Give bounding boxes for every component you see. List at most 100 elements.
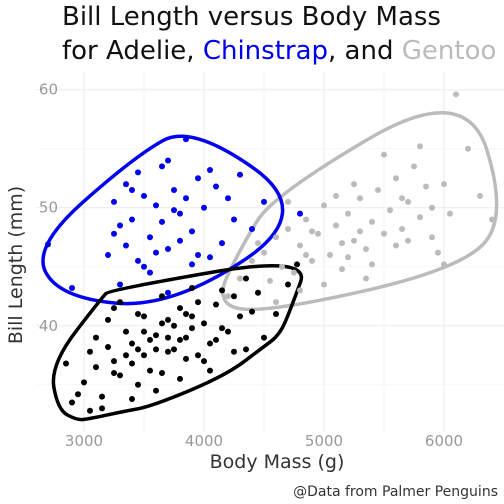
point-adelie — [99, 393, 105, 400]
point-chinstrap — [165, 289, 171, 296]
point-adelie — [201, 320, 207, 327]
point-adelie — [123, 352, 129, 359]
point-gentoo — [447, 210, 453, 217]
point-gentoo — [357, 228, 363, 235]
point-adelie — [105, 344, 111, 351]
point-gentoo — [291, 269, 297, 276]
point-chinstrap — [129, 216, 135, 223]
hulls — [41, 110, 499, 422]
point-chinstrap — [117, 222, 123, 229]
point-gentoo — [435, 249, 441, 256]
point-adelie — [123, 328, 129, 335]
point-gentoo — [225, 293, 231, 300]
point-adelie — [69, 399, 75, 406]
y-axis-label: Bill Length (mm) — [5, 186, 27, 344]
point-adelie — [111, 369, 117, 376]
point-chinstrap — [105, 251, 111, 258]
point-chinstrap — [111, 230, 117, 237]
point-chinstrap — [183, 136, 189, 143]
point-adelie — [153, 346, 159, 353]
point-gentoo — [285, 198, 291, 205]
title-gentoo: Gentoo — [401, 36, 497, 66]
x-axis-label: Body Mass (g) — [210, 451, 345, 473]
point-chinstrap — [159, 218, 165, 225]
point-gentoo — [375, 187, 381, 194]
point-gentoo — [273, 234, 279, 241]
point-gentoo — [303, 216, 309, 223]
point-chinstrap — [111, 198, 117, 205]
point-adelie — [141, 313, 147, 320]
tick-labels: 3000 4000 5000 6000 40 50 60 — [39, 81, 463, 450]
title-mid: , and — [328, 36, 402, 66]
point-adelie — [177, 336, 183, 343]
point-chinstrap — [135, 257, 141, 264]
point-chinstrap — [195, 251, 201, 258]
point-gentoo — [279, 263, 285, 270]
point-gentoo — [453, 91, 459, 98]
point-adelie — [183, 334, 189, 341]
point-gentoo — [405, 237, 411, 244]
point-adelie — [111, 358, 117, 365]
point-chinstrap — [201, 204, 207, 211]
point-adelie — [135, 310, 141, 317]
point-adelie — [87, 348, 93, 355]
point-gentoo — [369, 218, 375, 225]
point-gentoo — [429, 204, 435, 211]
point-adelie — [99, 405, 105, 412]
point-adelie — [201, 358, 207, 365]
point-adelie — [141, 352, 147, 359]
x-tick-label: 5000 — [305, 432, 343, 450]
hull-gentoo — [221, 110, 499, 312]
point-chinstrap — [123, 181, 129, 188]
point-chinstrap — [147, 269, 153, 276]
data-points — [45, 91, 495, 414]
point-adelie — [207, 340, 213, 347]
point-adelie — [231, 293, 237, 300]
point-chinstrap — [117, 281, 123, 288]
point-chinstrap — [69, 285, 75, 291]
point-adelie — [261, 334, 267, 341]
point-chinstrap — [249, 225, 255, 232]
point-chinstrap — [231, 216, 237, 223]
point-gentoo — [351, 237, 357, 244]
point-gentoo — [345, 254, 351, 261]
chart-title-text: Bill Length versus Body Mass — [62, 2, 441, 32]
point-chinstrap — [159, 163, 165, 170]
point-adelie — [243, 346, 249, 353]
point-gentoo — [333, 192, 339, 199]
point-adelie — [177, 305, 183, 312]
point-gentoo — [489, 216, 495, 223]
point-adelie — [147, 336, 153, 343]
hull-adelie — [51, 264, 304, 422]
point-gentoo — [357, 195, 363, 202]
chart-title-line2: for Adelie, Chinstrap, and Gentoo — [62, 36, 496, 66]
point-adelie — [159, 320, 165, 327]
point-gentoo — [345, 210, 351, 217]
point-gentoo — [411, 163, 417, 170]
point-gentoo — [351, 181, 357, 188]
point-adelie — [189, 285, 195, 291]
point-chinstrap — [261, 198, 267, 205]
point-gentoo — [381, 151, 387, 158]
point-gentoo — [363, 246, 369, 253]
point-adelie — [213, 336, 219, 343]
point-adelie — [171, 346, 177, 353]
point-gentoo — [441, 261, 447, 268]
point-adelie — [213, 301, 219, 308]
point-gentoo — [237, 275, 243, 282]
point-adelie — [75, 391, 81, 398]
point-gentoo — [417, 214, 423, 221]
point-adelie — [129, 395, 135, 402]
point-chinstrap — [207, 166, 213, 173]
title-prefix: for Adelie, — [62, 36, 203, 66]
point-chinstrap — [123, 242, 129, 249]
hull-chinstrap — [41, 134, 285, 306]
point-gentoo — [339, 266, 345, 273]
point-chinstrap — [153, 249, 159, 256]
point-gentoo — [249, 257, 255, 264]
point-gentoo — [441, 181, 447, 188]
point-chinstrap — [189, 228, 195, 235]
point-gentoo — [321, 202, 327, 209]
point-gentoo — [369, 261, 375, 268]
point-gentoo — [297, 287, 303, 294]
